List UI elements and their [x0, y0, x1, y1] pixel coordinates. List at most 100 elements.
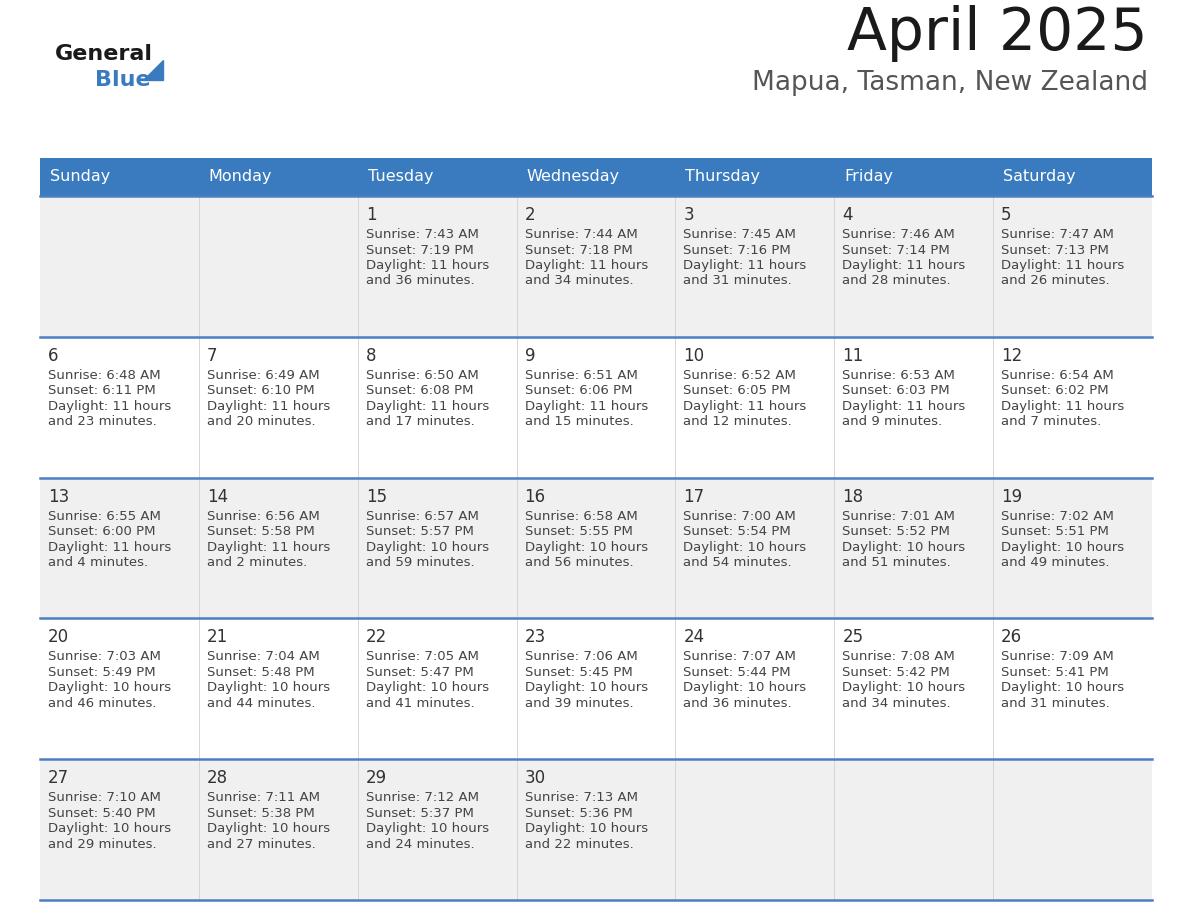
- Text: Sunset: 7:19 PM: Sunset: 7:19 PM: [366, 243, 474, 256]
- Text: and 41 minutes.: and 41 minutes.: [366, 697, 474, 710]
- Text: Sunrise: 7:00 AM: Sunrise: 7:00 AM: [683, 509, 796, 522]
- Bar: [676, 158, 834, 196]
- Text: and 29 minutes.: and 29 minutes.: [48, 838, 157, 851]
- Text: Daylight: 11 hours: Daylight: 11 hours: [48, 400, 171, 413]
- Text: 8: 8: [366, 347, 377, 364]
- Text: Daylight: 11 hours: Daylight: 11 hours: [683, 259, 807, 272]
- Text: Sunrise: 7:04 AM: Sunrise: 7:04 AM: [207, 650, 320, 664]
- Text: 1: 1: [366, 206, 377, 224]
- Text: 30: 30: [525, 769, 545, 788]
- Text: Sunrise: 6:53 AM: Sunrise: 6:53 AM: [842, 369, 955, 382]
- Text: Daylight: 10 hours: Daylight: 10 hours: [207, 681, 330, 694]
- Text: Daylight: 11 hours: Daylight: 11 hours: [683, 400, 807, 413]
- Text: Sunset: 6:00 PM: Sunset: 6:00 PM: [48, 525, 156, 538]
- Text: 25: 25: [842, 629, 864, 646]
- Text: Daylight: 11 hours: Daylight: 11 hours: [525, 400, 647, 413]
- Text: and 44 minutes.: and 44 minutes.: [207, 697, 315, 710]
- Text: Blue: Blue: [95, 70, 151, 90]
- Text: General: General: [55, 44, 153, 64]
- Text: Daylight: 10 hours: Daylight: 10 hours: [525, 541, 647, 554]
- Text: Sunset: 6:08 PM: Sunset: 6:08 PM: [366, 385, 473, 397]
- Text: 11: 11: [842, 347, 864, 364]
- Text: Daylight: 11 hours: Daylight: 11 hours: [842, 259, 966, 272]
- Text: and 22 minutes.: and 22 minutes.: [525, 838, 633, 851]
- Text: and 34 minutes.: and 34 minutes.: [525, 274, 633, 287]
- Text: and 36 minutes.: and 36 minutes.: [683, 697, 792, 710]
- Text: Sunrise: 6:57 AM: Sunrise: 6:57 AM: [366, 509, 479, 522]
- Bar: [993, 158, 1152, 196]
- Text: Daylight: 10 hours: Daylight: 10 hours: [48, 681, 171, 694]
- Text: 28: 28: [207, 769, 228, 788]
- Text: Sunset: 5:58 PM: Sunset: 5:58 PM: [207, 525, 315, 538]
- Text: Sunset: 5:44 PM: Sunset: 5:44 PM: [683, 666, 791, 679]
- Text: 22: 22: [366, 629, 387, 646]
- Text: and 36 minutes.: and 36 minutes.: [366, 274, 474, 287]
- Text: Sunrise: 6:55 AM: Sunrise: 6:55 AM: [48, 509, 160, 522]
- Text: Sunrise: 7:10 AM: Sunrise: 7:10 AM: [48, 791, 160, 804]
- Bar: [358, 158, 517, 196]
- Text: Daylight: 10 hours: Daylight: 10 hours: [683, 681, 807, 694]
- Text: Sunset: 5:42 PM: Sunset: 5:42 PM: [842, 666, 950, 679]
- Text: and 34 minutes.: and 34 minutes.: [842, 697, 950, 710]
- Text: Mapua, Tasman, New Zealand: Mapua, Tasman, New Zealand: [752, 70, 1148, 96]
- Text: Sunset: 5:38 PM: Sunset: 5:38 PM: [207, 807, 315, 820]
- Text: Sunset: 5:49 PM: Sunset: 5:49 PM: [48, 666, 156, 679]
- Text: 20: 20: [48, 629, 69, 646]
- Text: 17: 17: [683, 487, 704, 506]
- Text: and 31 minutes.: and 31 minutes.: [683, 274, 792, 287]
- Polygon shape: [143, 60, 163, 80]
- Text: Daylight: 11 hours: Daylight: 11 hours: [366, 259, 489, 272]
- Text: Sunset: 7:16 PM: Sunset: 7:16 PM: [683, 243, 791, 256]
- Text: Sunrise: 7:46 AM: Sunrise: 7:46 AM: [842, 228, 955, 241]
- Text: Thursday: Thursday: [685, 170, 760, 185]
- Text: April 2025: April 2025: [847, 5, 1148, 62]
- Text: Daylight: 11 hours: Daylight: 11 hours: [366, 400, 489, 413]
- Text: Sunrise: 7:44 AM: Sunrise: 7:44 AM: [525, 228, 637, 241]
- Text: Daylight: 11 hours: Daylight: 11 hours: [207, 541, 330, 554]
- Bar: [40, 619, 1152, 759]
- Text: and 54 minutes.: and 54 minutes.: [683, 556, 792, 569]
- Text: Monday: Monday: [209, 170, 272, 185]
- Text: 19: 19: [1001, 487, 1022, 506]
- Text: and 15 minutes.: and 15 minutes.: [525, 415, 633, 429]
- Text: 24: 24: [683, 629, 704, 646]
- Text: and 4 minutes.: and 4 minutes.: [48, 556, 148, 569]
- Text: Sunrise: 7:43 AM: Sunrise: 7:43 AM: [366, 228, 479, 241]
- Text: 29: 29: [366, 769, 387, 788]
- Text: and 12 minutes.: and 12 minutes.: [683, 415, 792, 429]
- Text: Sunset: 5:54 PM: Sunset: 5:54 PM: [683, 525, 791, 538]
- Text: 27: 27: [48, 769, 69, 788]
- Text: Sunrise: 6:56 AM: Sunrise: 6:56 AM: [207, 509, 320, 522]
- Text: Sunset: 5:45 PM: Sunset: 5:45 PM: [525, 666, 632, 679]
- Text: Sunset: 6:06 PM: Sunset: 6:06 PM: [525, 385, 632, 397]
- Text: Sunrise: 6:48 AM: Sunrise: 6:48 AM: [48, 369, 160, 382]
- Text: 9: 9: [525, 347, 535, 364]
- Text: Sunset: 7:18 PM: Sunset: 7:18 PM: [525, 243, 632, 256]
- Text: Sunrise: 6:52 AM: Sunrise: 6:52 AM: [683, 369, 796, 382]
- Text: and 59 minutes.: and 59 minutes.: [366, 556, 474, 569]
- Text: and 2 minutes.: and 2 minutes.: [207, 556, 308, 569]
- Bar: [40, 158, 198, 196]
- Text: and 31 minutes.: and 31 minutes.: [1001, 697, 1110, 710]
- Text: Daylight: 10 hours: Daylight: 10 hours: [842, 681, 966, 694]
- Text: Wednesday: Wednesday: [526, 170, 620, 185]
- Text: Sunrise: 7:02 AM: Sunrise: 7:02 AM: [1001, 509, 1114, 522]
- Text: Sunset: 7:13 PM: Sunset: 7:13 PM: [1001, 243, 1110, 256]
- Text: Sunrise: 7:05 AM: Sunrise: 7:05 AM: [366, 650, 479, 664]
- Text: Sunset: 5:55 PM: Sunset: 5:55 PM: [525, 525, 632, 538]
- Text: Daylight: 11 hours: Daylight: 11 hours: [48, 541, 171, 554]
- Text: Sunset: 5:37 PM: Sunset: 5:37 PM: [366, 807, 474, 820]
- Text: Sunrise: 7:13 AM: Sunrise: 7:13 AM: [525, 791, 638, 804]
- Text: and 51 minutes.: and 51 minutes.: [842, 556, 952, 569]
- Bar: [40, 337, 1152, 477]
- Text: Sunrise: 6:58 AM: Sunrise: 6:58 AM: [525, 509, 637, 522]
- Text: Sunset: 5:57 PM: Sunset: 5:57 PM: [366, 525, 474, 538]
- Text: Sunrise: 6:50 AM: Sunrise: 6:50 AM: [366, 369, 479, 382]
- Text: Sunset: 5:51 PM: Sunset: 5:51 PM: [1001, 525, 1110, 538]
- Text: and 17 minutes.: and 17 minutes.: [366, 415, 474, 429]
- Text: Daylight: 10 hours: Daylight: 10 hours: [366, 541, 488, 554]
- Text: 13: 13: [48, 487, 69, 506]
- Text: Sunrise: 7:11 AM: Sunrise: 7:11 AM: [207, 791, 320, 804]
- Text: Sunset: 5:41 PM: Sunset: 5:41 PM: [1001, 666, 1108, 679]
- Text: 15: 15: [366, 487, 387, 506]
